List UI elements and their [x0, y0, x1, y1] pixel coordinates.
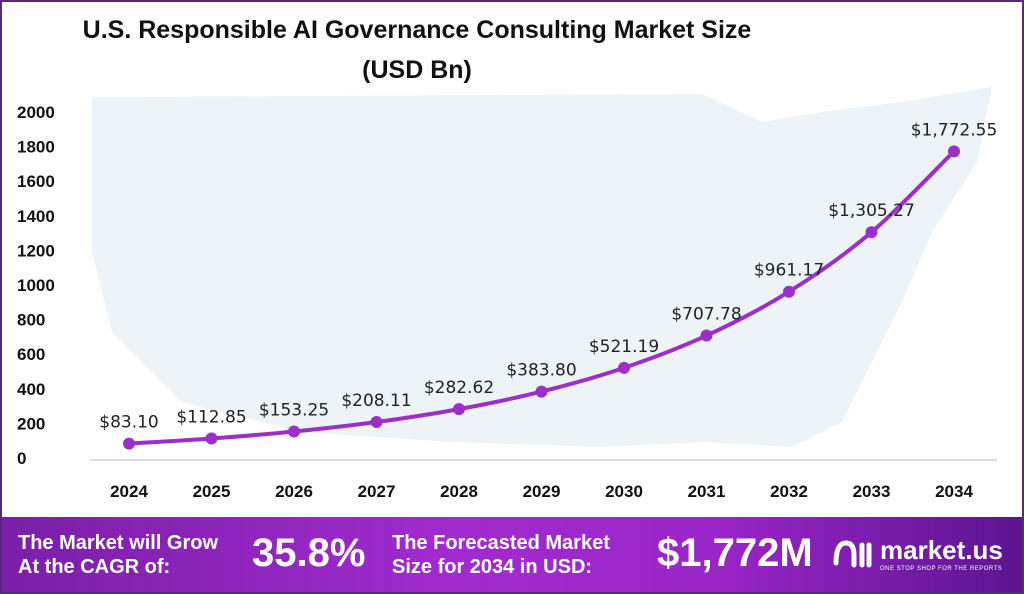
line-chart: 0 200 400 600 800 1000 1200 1400 1600 1800 2000 202…	[17, 87, 998, 501]
forecast-label-line1: The Forecasted Market	[392, 532, 610, 554]
x-tick-label: 2027	[358, 482, 396, 501]
market-us-logo: market.us ONE STOP SHOP FOR THE REPORTS	[832, 535, 1003, 572]
x-tick-label: 2024	[110, 482, 148, 501]
data-point	[205, 432, 218, 445]
chart-subtitle: (USD Bn)	[362, 56, 472, 84]
data-point	[700, 329, 713, 342]
y-tick-label: 600	[17, 345, 45, 364]
y-tick-label: 0	[17, 449, 26, 468]
us-map-background	[92, 87, 992, 447]
x-tick-label: 2030	[605, 482, 643, 501]
data-point	[865, 226, 878, 239]
data-label: $521.19	[589, 337, 659, 357]
x-tick-label: 2034	[935, 482, 973, 501]
forecast-label: The Forecasted Market Size for 2034 in US…	[392, 531, 610, 579]
x-tick-label: 2032	[770, 482, 808, 501]
forecast-label-line2: Size for 2034 in USD:	[392, 556, 593, 578]
cagr-label-line2: At the CAGR of:	[18, 556, 171, 578]
data-label: $383.80	[506, 361, 576, 381]
data-point	[618, 361, 630, 374]
x-tick-label: 2029	[523, 482, 561, 501]
x-tick-label: 2025	[193, 482, 231, 501]
data-point	[948, 145, 960, 158]
x-tick-label: 2031	[688, 482, 726, 501]
cagr-label-line1: The Market will Grow	[18, 532, 219, 554]
data-label: $961.17	[754, 261, 824, 281]
y-tick-label: 400	[17, 380, 45, 399]
data-point	[123, 437, 135, 450]
logo-tagline: ONE STOP SHOP FOR THE REPORTS	[880, 566, 1003, 572]
logo-name: market.us	[880, 535, 1003, 565]
data-label: $83.10	[99, 413, 158, 433]
data-label: $1,772.55	[911, 120, 998, 140]
data-point	[370, 415, 383, 428]
y-tick-label: 1600	[17, 172, 55, 191]
logo-mark-icon	[833, 539, 872, 567]
data-label: $282.62	[424, 378, 494, 398]
data-label: $208.11	[341, 391, 411, 411]
data-label: $153.25	[259, 400, 329, 420]
data-label: $707.78	[671, 305, 741, 325]
y-tick-label: 1800	[17, 138, 55, 157]
y-tick-label: 1000	[17, 276, 55, 295]
x-tick-label: 2033	[853, 482, 891, 501]
cagr-value: 35.8%	[252, 531, 366, 575]
y-tick-label: 200	[17, 414, 45, 433]
forecast-value: $1,772M	[657, 531, 813, 575]
y-tick-label: 1200	[17, 241, 55, 260]
y-tick-label: 2000	[17, 103, 55, 122]
y-tick-label: 1400	[17, 207, 55, 226]
data-point	[535, 385, 548, 398]
data-label: $1,305.27	[828, 201, 915, 221]
y-tick-label: 800	[17, 311, 45, 330]
data-label: $112.85	[176, 407, 246, 427]
chart-title: U.S. Responsible AI Governance Consultin…	[82, 16, 752, 44]
cagr-label: The Market will Grow At the CAGR of:	[18, 531, 218, 579]
data-point	[783, 285, 795, 298]
data-point	[453, 403, 465, 416]
x-tick-label: 2028	[440, 482, 478, 501]
summary-banner: The Market will Grow At the CAGR of: 35.8…	[2, 517, 1022, 592]
x-tick-label: 2026	[275, 482, 313, 501]
data-point	[288, 425, 300, 438]
